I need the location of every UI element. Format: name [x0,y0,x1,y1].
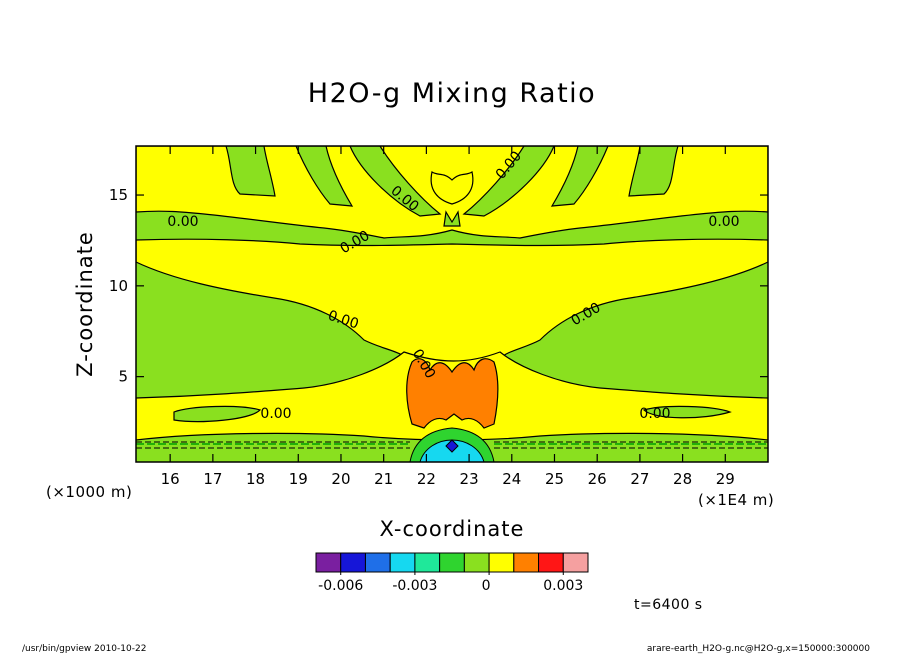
x-tick-label: 21 [374,470,393,488]
colorbar-swatch [488,552,515,573]
contour-dashed [136,441,768,449]
x-tick-label: 29 [716,470,735,488]
colorbar-tick-label: 0 [482,578,491,594]
field-streak [349,146,442,217]
y-tick-label: 15 [109,186,128,204]
field-blue-core [445,439,459,453]
footer-left: /usr/bin/gpview 2010-10-22 [22,644,146,654]
field-streak [443,210,461,227]
field-main-body [136,238,768,369]
x-tick-label: 19 [289,470,308,488]
x-tick-label: 28 [673,470,692,488]
x-tick-label: 17 [203,470,222,488]
colorbar-swatch [340,552,366,573]
colorbar: -0.006 -0.003 0 0.003 [315,552,589,594]
field-streak [550,146,609,207]
field-tulip [430,171,474,205]
contour-label: 0.00 [639,406,670,422]
contour-label: 0.00 [260,406,291,422]
chart-title: H2O-g Mixing Ratio [308,78,596,109]
time-label: t=6400 s [634,597,703,613]
colorbar-tick-label: -0.003 [392,578,437,594]
colorbar-swatch [439,552,465,573]
y-axis-title: Z-coordinate [73,231,97,377]
x-tick-label: 18 [246,470,265,488]
field-streak [462,146,555,217]
plot-frame [135,145,769,463]
x-tick-label: 16 [161,470,180,488]
colorbar-swatch [538,552,564,573]
field-green-patch [173,405,262,423]
y-tick-label: 10 [109,277,128,295]
colorbar-swatch [414,552,441,573]
y-unit-label: (×1000 m) [46,483,132,501]
contour-label: 0.00 [708,214,739,230]
colorbar-swatch [389,552,416,573]
colorbar-swatch [364,552,391,573]
field-streak [295,146,354,207]
x-tick-label: 22 [417,470,436,488]
x-tick-label: 26 [588,470,607,488]
x-tick-label: 20 [331,470,350,488]
field-green-patch [642,405,732,419]
contour-label: 0.00 [167,214,198,230]
x-unit-label: (×1E4 m) [698,491,774,509]
colorbar-swatch [463,552,490,573]
x-axis: 16 17 18 19 20 21 22 23 24 25 26 27 28 29 [161,146,735,488]
colorbar-tick-label: -0.006 [318,578,363,594]
x-tick-label: 27 [630,470,649,488]
x-tick-label: 25 [545,470,564,488]
colorbar-tick-label: 0.003 [543,578,583,594]
y-tick-label: 5 [118,368,128,386]
field-orange-core [406,358,499,429]
field-streak [628,146,679,197]
field-streak [225,146,276,197]
colorbar-swatch [562,552,589,573]
plot-area [136,146,768,462]
colorbar-swatch [315,552,342,573]
colorbar-swatch [513,552,540,573]
x-tick-label: 23 [460,470,479,488]
footer-right: arare-earth_H2O-g.nc@H2O-g,x=150000:3000… [647,644,870,654]
x-tick-label: 24 [502,470,521,488]
x-axis-title: X-coordinate [380,517,525,541]
y-axis: 5 10 15 [109,186,768,386]
